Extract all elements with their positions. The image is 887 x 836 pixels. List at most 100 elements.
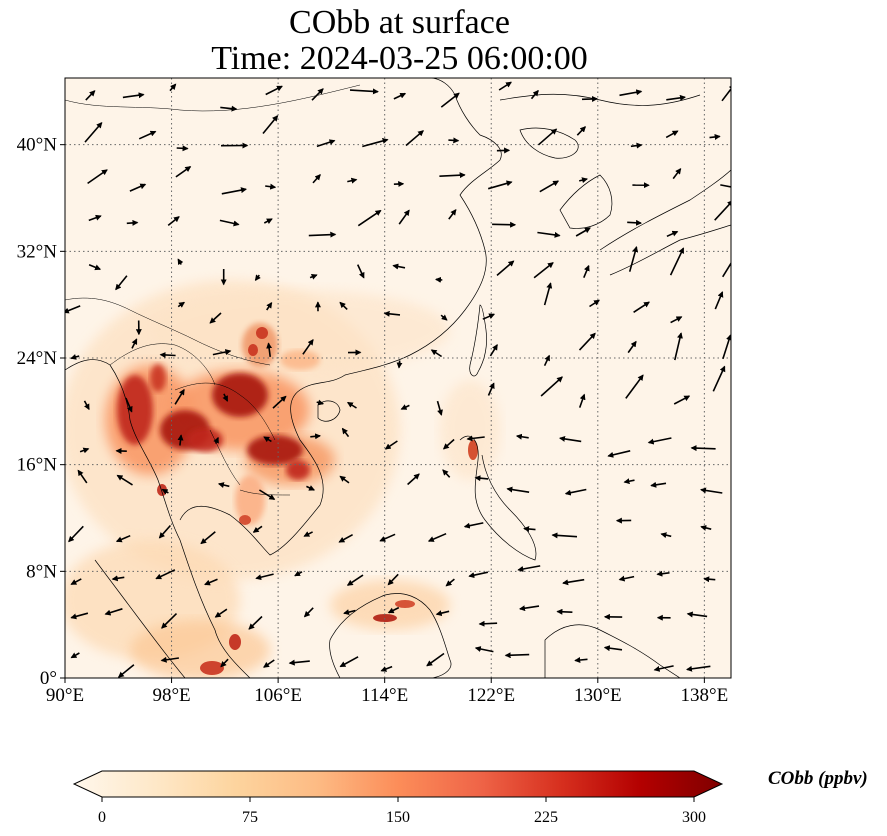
wind-arrow xyxy=(138,130,157,140)
wind-arrow xyxy=(338,533,353,543)
wind-arrow xyxy=(309,274,318,280)
lat-tick-label: 24°N xyxy=(17,348,58,369)
lat-tick-label: 32°N xyxy=(17,241,58,262)
wind-arrow xyxy=(384,440,398,450)
colorbar-tick-label: 225 xyxy=(534,809,558,826)
wind-arrow xyxy=(618,575,635,582)
wind-arrow xyxy=(312,174,321,184)
wind-arrow xyxy=(487,382,495,396)
wind-arrow xyxy=(303,531,313,537)
wind-arrow xyxy=(633,301,650,313)
wind-arrow xyxy=(574,657,588,664)
wind-arrow xyxy=(174,388,185,405)
wind-arrow xyxy=(506,486,530,493)
wind-arrow xyxy=(690,445,716,452)
wind-arrow xyxy=(603,645,623,652)
lon-tick-label: 138°E xyxy=(681,685,729,706)
wind-arrow xyxy=(265,85,283,96)
wind-arrow xyxy=(686,665,711,672)
map-panel xyxy=(65,78,731,678)
lat-tick-label: 8°N xyxy=(26,561,57,582)
wind-arrow xyxy=(111,575,125,582)
wind-arrow xyxy=(392,263,406,270)
wind-arrow xyxy=(387,606,400,614)
wind-arrow xyxy=(85,90,96,101)
wind-arrow xyxy=(161,488,169,495)
wind-arrow xyxy=(712,365,726,392)
map-axes: 90°E 98°E 106°E 114°E 122°E 130°E 138°E 0° 8°N 16… xyxy=(17,135,729,706)
wind-arrow xyxy=(177,258,184,266)
colorbar-bar xyxy=(72,770,724,798)
wind-arrow xyxy=(79,447,90,454)
wind-arrow xyxy=(346,401,357,409)
wind-arrow xyxy=(83,400,90,411)
wind-arrow xyxy=(159,351,176,358)
wind-arrow xyxy=(87,169,108,185)
wind-arrow xyxy=(219,219,240,227)
co-field xyxy=(65,280,500,678)
wind-arrow xyxy=(77,469,88,484)
wind-arrow xyxy=(65,305,81,314)
map-time: Time: 2024-03-25 06:00:00 xyxy=(211,40,588,77)
wind-arrow xyxy=(131,338,138,349)
wind-arrow xyxy=(714,200,731,221)
wind-arrow xyxy=(578,393,586,408)
wind-arrow xyxy=(426,652,445,667)
colorbar-tick-label: 150 xyxy=(386,809,410,826)
wind-arrow xyxy=(448,209,457,220)
wind-arrow xyxy=(466,435,485,442)
wind-arrow xyxy=(474,646,494,653)
wind-arrow xyxy=(104,608,123,616)
wind-arrow xyxy=(625,374,644,399)
wind-arrow xyxy=(669,247,685,276)
wind-arrow xyxy=(213,436,219,444)
wind-arrow xyxy=(254,274,261,282)
colorbar-tick-label: 0 xyxy=(98,809,106,826)
wind-arrow xyxy=(343,609,356,616)
wind-arrow xyxy=(396,360,403,369)
wind-arrow xyxy=(209,312,222,324)
wind-arrow xyxy=(379,533,396,542)
wind-arrow xyxy=(722,334,731,360)
wind-arrow xyxy=(115,275,128,291)
lat-tick-label: 16°N xyxy=(17,455,58,476)
wind-arrow xyxy=(556,608,573,615)
wind-arrow xyxy=(310,433,321,440)
wind-arrow xyxy=(339,301,348,310)
wind-arrow xyxy=(504,652,530,659)
wind-arrow xyxy=(84,122,103,143)
wind-arrow xyxy=(665,130,679,139)
lat-tick-label: 0° xyxy=(40,668,57,689)
wind-arrow xyxy=(442,438,455,450)
wind-arrow xyxy=(125,397,133,413)
wind-arrow xyxy=(347,177,358,184)
wind-arrow xyxy=(266,301,273,311)
wind-arrow xyxy=(126,219,139,226)
wind-arrow xyxy=(666,230,679,238)
wind-arrow xyxy=(356,264,365,279)
wind-arrow xyxy=(709,134,721,140)
wind-arrow xyxy=(265,183,277,190)
wind-arrow xyxy=(258,489,276,500)
wind-arrow xyxy=(579,177,588,184)
wind-arrow xyxy=(540,376,563,397)
wind-arrow xyxy=(533,262,554,279)
wind-arrow xyxy=(263,218,273,224)
wind-arrow xyxy=(656,570,670,577)
wind-arrow xyxy=(272,395,287,409)
lon-tick-label: 106°E xyxy=(254,685,302,706)
wind-arrow xyxy=(252,525,263,533)
wind-arrow xyxy=(660,532,672,539)
wind-arrow xyxy=(489,344,498,357)
lon-tick-label: 90°E xyxy=(46,685,84,706)
wind-arrow xyxy=(487,180,513,190)
wind-arrow xyxy=(435,610,450,617)
wind-arrow xyxy=(294,570,303,577)
wind-arrow xyxy=(496,260,515,277)
wind-arrow xyxy=(303,607,314,618)
wind-arrow xyxy=(686,611,708,618)
wind-arrow xyxy=(70,652,80,659)
wind-arrow xyxy=(400,404,410,410)
wind-arrow xyxy=(674,332,683,361)
wind-arrow xyxy=(445,578,455,587)
